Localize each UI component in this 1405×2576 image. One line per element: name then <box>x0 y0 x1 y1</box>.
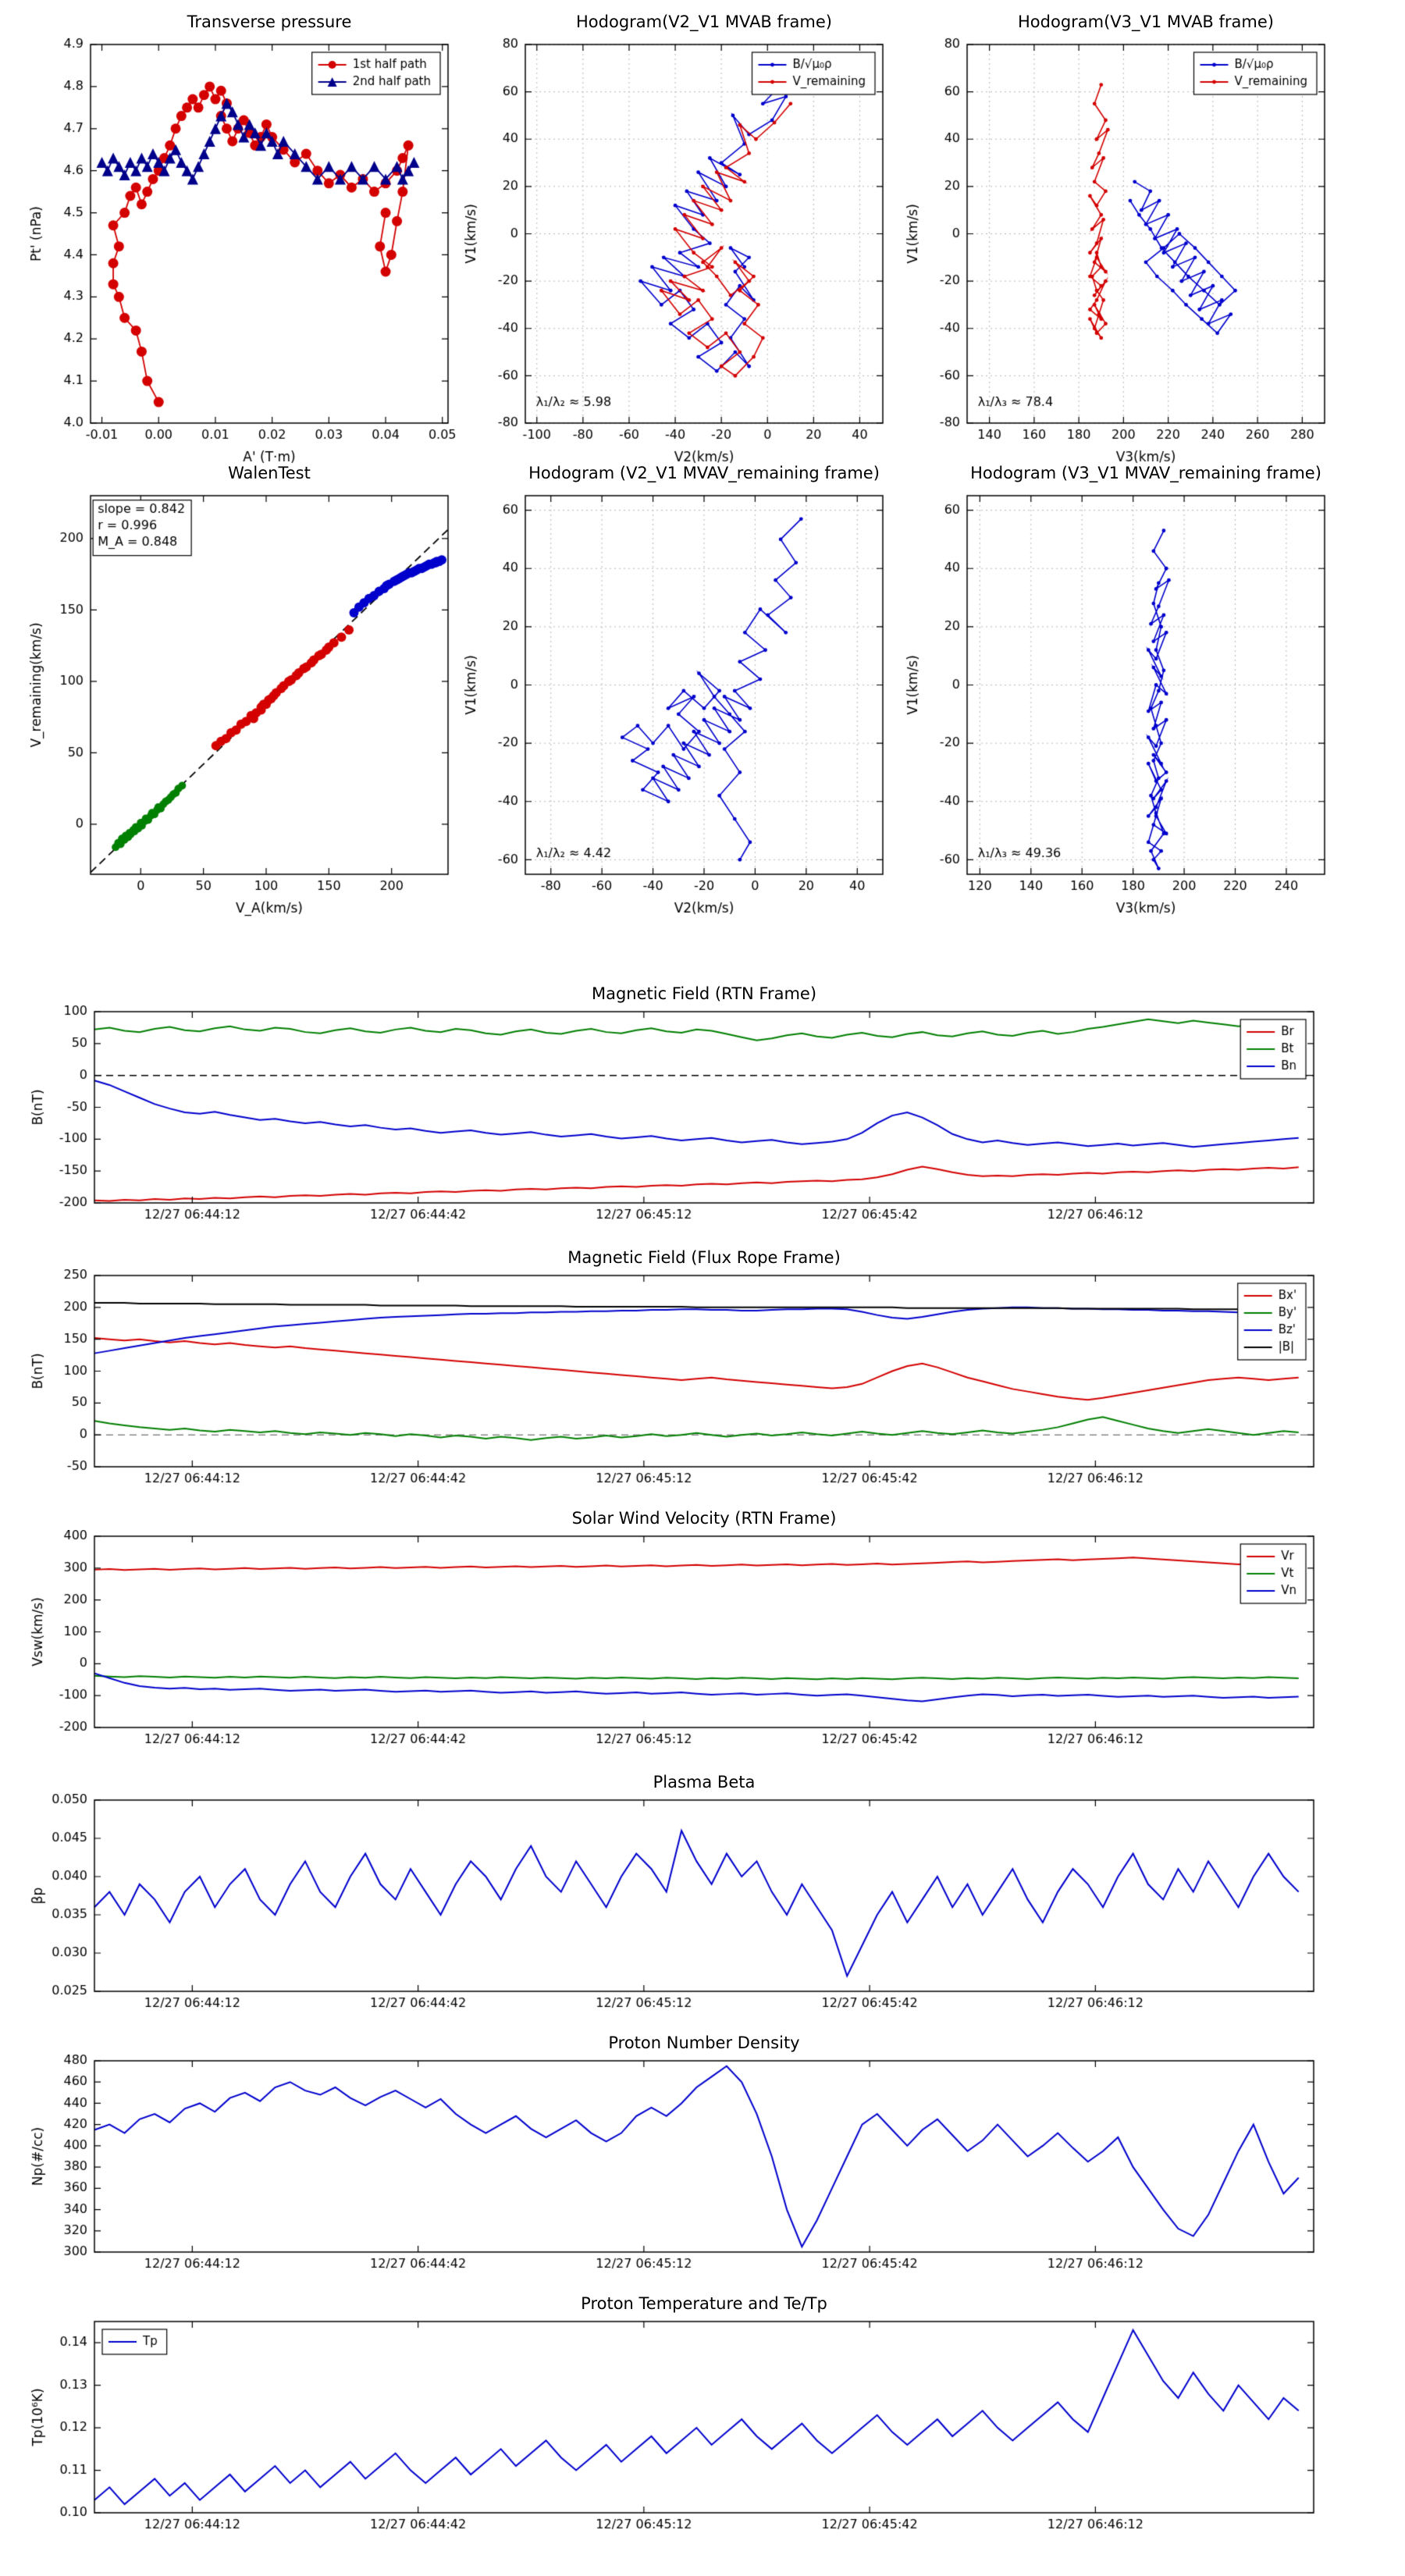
chart-canvas-hodogram-v3v1-mvab <box>898 34 1336 475</box>
panel-walen-test: WalenTest <box>22 461 459 926</box>
panel-hodogram-v3v1-mvab: Hodogram(V3_V1 MVAB frame) <box>898 10 1336 475</box>
chart-canvas-transverse-pressure <box>22 34 459 475</box>
chart-title-hodogram-v3v1-mvav: Hodogram (V3_V1 MVAV_remaining frame) <box>970 464 1321 482</box>
panel-plasma-beta: Plasma Beta <box>23 1770 1382 2028</box>
panel-hodogram-v2v1-mvav: Hodogram (V2_V1 MVAV_remaining frame) <box>457 461 894 926</box>
panel-hodogram-v3v1-mvav: Hodogram (V3_V1 MVAV_remaining frame) <box>898 461 1336 926</box>
chart-title-walen-test: WalenTest <box>228 464 311 482</box>
chart-canvas-proton-density <box>23 2055 1382 2289</box>
panel-velocity-rtn: Solar Wind Velocity (RTN Frame) <box>23 1507 1382 1764</box>
chart-title-hodogram-v2v1-mvav: Hodogram (V2_V1 MVAV_remaining frame) <box>528 464 880 482</box>
chart-canvas-proton-temperature <box>23 2315 1382 2549</box>
chart-canvas-velocity-rtn <box>23 1530 1382 1764</box>
chart-canvas-hodogram-v2v1-mvav <box>457 485 894 926</box>
chart-title-proton-temperature: Proton Temperature and Te/Tp <box>581 2294 827 2313</box>
chart-title-proton-density: Proton Number Density <box>608 2033 800 2052</box>
chart-title-velocity-rtn: Solar Wind Velocity (RTN Frame) <box>571 1509 837 1528</box>
panel-hodogram-v2v1-mvab: Hodogram(V2_V1 MVAB frame) <box>457 10 894 475</box>
panel-proton-density: Proton Number Density <box>23 2031 1382 2289</box>
chart-title-plasma-beta: Plasma Beta <box>653 1773 756 1791</box>
chart-canvas-walen-test <box>22 485 459 926</box>
chart-canvas-hodogram-v2v1-mvab <box>457 34 894 475</box>
chart-canvas-bfield-flux-rope <box>23 1269 1382 1503</box>
panel-bfield-flux-rope: Magnetic Field (Flux Rope Frame) <box>23 1246 1382 1503</box>
chart-canvas-plasma-beta <box>23 1794 1382 2028</box>
chart-title-hodogram-v3v1-mvab: Hodogram(V3_V1 MVAB frame) <box>1018 12 1274 31</box>
panel-proton-temperature: Proton Temperature and Te/Tp <box>23 2292 1382 2549</box>
chart-title-hodogram-v2v1-mvab: Hodogram(V2_V1 MVAB frame) <box>576 12 832 31</box>
chart-canvas-bfield-rtn <box>23 1005 1382 1240</box>
chart-title-bfield-rtn: Magnetic Field (RTN Frame) <box>591 984 817 1003</box>
chart-title-transverse-pressure: Transverse pressure <box>187 12 352 31</box>
panel-transverse-pressure: Transverse pressure <box>22 10 459 475</box>
chart-title-bfield-flux-rope: Magnetic Field (Flux Rope Frame) <box>567 1248 841 1267</box>
chart-canvas-hodogram-v3v1-mvav <box>898 485 1336 926</box>
panel-bfield-rtn: Magnetic Field (RTN Frame) <box>23 982 1382 1240</box>
